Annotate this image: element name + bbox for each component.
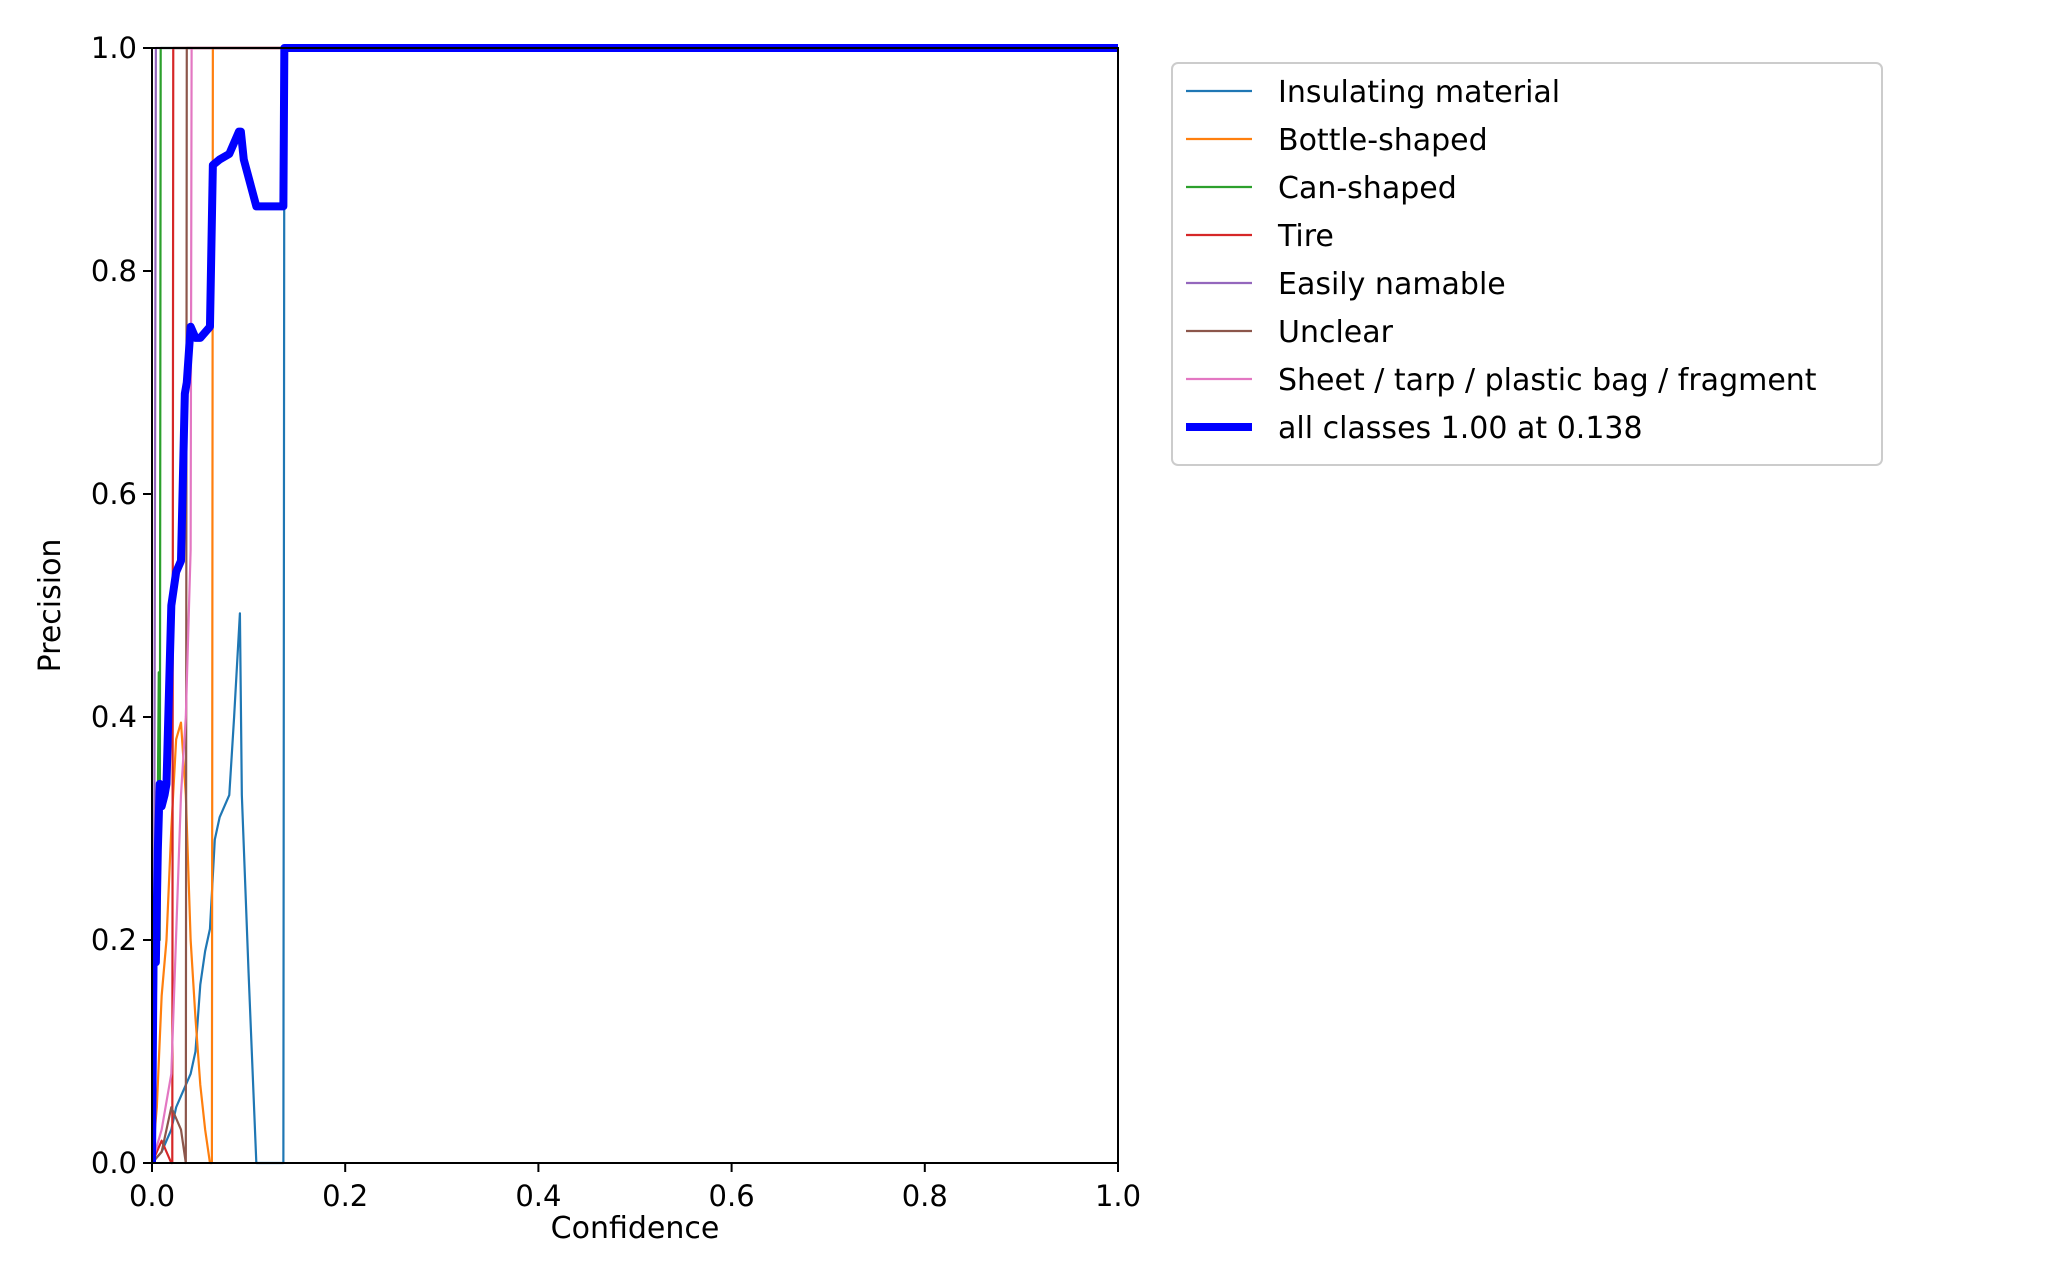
axes-frame [151,47,1119,1164]
legend-label: Easily namable [1278,267,1506,302]
x-tick-label: 0.0 [129,1179,175,1213]
series-line-7 [152,44,1118,1164]
x-axis-label: Confidence [551,1211,720,1246]
y-tick-label: 0.8 [91,254,137,288]
y-tick-label: 0.2 [91,923,137,957]
plot-background [152,48,1118,1163]
legend: Insulating material Bottle-shaped Can-shap… [1171,62,1883,466]
y-axis-label: Precision [33,539,68,673]
legend-label: Can-shaped [1278,171,1457,206]
series-line-0 [152,46,1118,1165]
legend-box [1171,62,1883,466]
x-tick-label: 1.0 [1095,1179,1141,1213]
x-tick-label: 0.8 [902,1179,948,1213]
legend-label: Insulating material [1278,75,1560,110]
series-layer [152,44,1118,1165]
plot-area [152,48,1118,1163]
y-tick-label: 0.0 [91,1146,137,1180]
x-tick-label: 0.2 [322,1179,368,1213]
y-tick-label: 1.0 [91,31,137,65]
legend-label: Tire [1277,219,1334,254]
legend-label: all classes 1.00 at 0.138 [1278,411,1643,446]
legend-label: Sheet / tarp / plastic bag / fragment [1278,363,1817,398]
axes-layer: 0.0 0.2 0.4 0.6 0.8 1.0 0.0 0.2 0.4 0.6 0.8 1.0 [91,31,1141,1213]
x-tick-label: 0.4 [515,1179,561,1213]
y-tick-label: 0.4 [91,700,137,734]
series-line-6 [152,46,1118,1164]
y-tick-label: 0.6 [91,477,137,511]
legend-label: Bottle-shaped [1278,123,1488,158]
legend-label: Unclear [1278,315,1394,350]
x-tick-label: 0.6 [709,1179,755,1213]
